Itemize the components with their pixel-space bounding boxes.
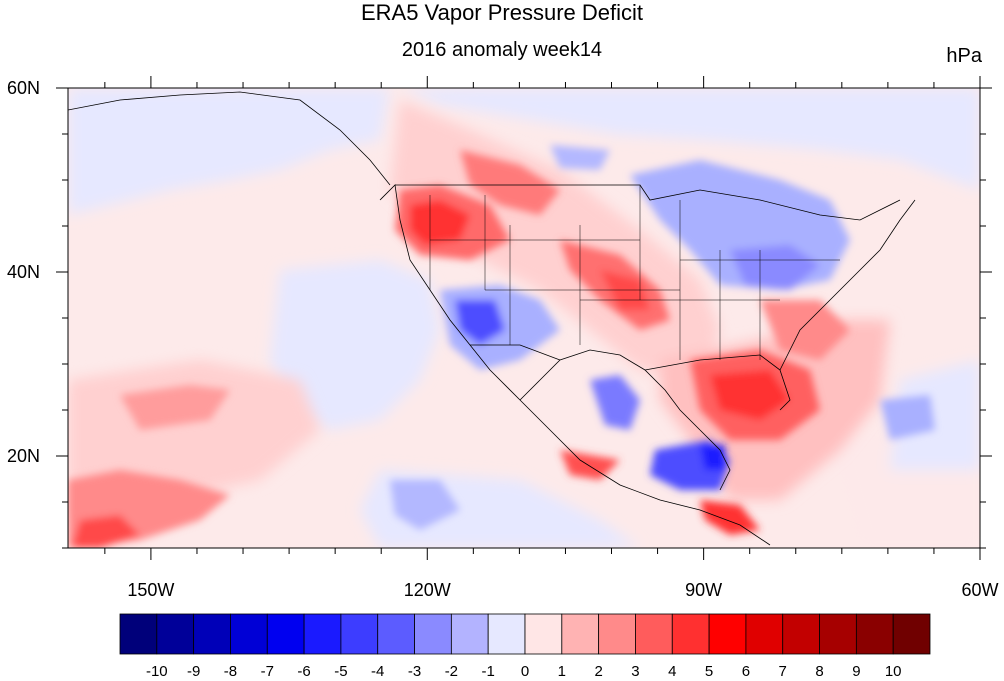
lon-tick-label: 60W bbox=[961, 580, 998, 600]
colorbar-label: -7 bbox=[261, 663, 274, 680]
colorbar-swatch bbox=[598, 613, 636, 655]
lon-tick-label: 120W bbox=[404, 580, 451, 600]
colorbar-swatch bbox=[855, 613, 894, 655]
axis-ticks bbox=[56, 76, 992, 560]
colorbar-swatch bbox=[450, 613, 489, 655]
colorbar-label: -6 bbox=[297, 663, 310, 680]
colorbar-swatch bbox=[377, 613, 415, 655]
lon-tick-label: 150W bbox=[127, 580, 174, 600]
colorbar-label: -9 bbox=[187, 663, 200, 680]
colorbar-label: -8 bbox=[224, 663, 237, 680]
lon-tick-label: 90W bbox=[685, 580, 722, 600]
lat-tick-label: 60N bbox=[7, 78, 40, 98]
colorbar-swatch bbox=[782, 613, 820, 655]
colorbar-label: 3 bbox=[631, 663, 639, 680]
colorbar-swatch bbox=[230, 613, 268, 655]
colorbar-swatch bbox=[414, 613, 452, 655]
colorbar-swatch bbox=[303, 613, 342, 655]
colorbar-swatch bbox=[193, 613, 231, 655]
colorbar-label: 9 bbox=[852, 663, 860, 680]
lat-tick-label: 40N bbox=[7, 262, 40, 282]
colorbar-label: 0 bbox=[521, 663, 529, 680]
colorbar-label: 4 bbox=[668, 663, 676, 680]
colorbar-label: 6 bbox=[742, 663, 750, 680]
colorbar-label: 8 bbox=[815, 663, 823, 680]
colorbar-swatch bbox=[524, 613, 563, 655]
colorbar-swatch bbox=[487, 613, 526, 655]
colorbar-swatch bbox=[340, 613, 379, 655]
lat-tick-label: 20N bbox=[7, 446, 40, 466]
colorbar-swatch bbox=[745, 613, 784, 655]
colorbar-swatch bbox=[708, 613, 747, 655]
colorbar-swatch bbox=[266, 613, 305, 655]
colorbar-label: 10 bbox=[885, 663, 902, 680]
colorbar-label: 5 bbox=[705, 663, 713, 680]
colorbar: -10 -9 -8 -7 -6 -5 -4 -3 -2 -1 0 1 2 3 4 5 6 7 8 9 10 bbox=[119, 613, 931, 680]
colorbar-swatch bbox=[119, 613, 158, 655]
colorbar-label: -10 bbox=[146, 663, 168, 680]
colorbar-label: -5 bbox=[334, 663, 347, 680]
colorbar-swatch bbox=[892, 613, 931, 655]
colorbar-label: 2 bbox=[594, 663, 602, 680]
colorbar-swatch bbox=[156, 613, 195, 655]
colorbar-label: -3 bbox=[408, 663, 421, 680]
colorbar-label: 7 bbox=[779, 663, 787, 680]
colorbar-label: 1 bbox=[558, 663, 566, 680]
colorbar-label: -2 bbox=[445, 663, 458, 680]
colorbar-swatch bbox=[635, 613, 673, 655]
colorbar-swatch bbox=[561, 613, 600, 655]
chart-title: ERA5 Vapor Pressure Deficit bbox=[360, 0, 644, 25]
axis-tick-labels: 150W 120W 90W 60W 60N 40N 20N bbox=[7, 78, 999, 600]
chart-subtitle: 2016 anomaly week14 bbox=[401, 39, 603, 61]
colorbar-swatch bbox=[671, 613, 710, 655]
colorbar-label: -1 bbox=[482, 663, 495, 680]
colorbar-label: -4 bbox=[371, 663, 384, 680]
anomaly-field bbox=[68, 88, 980, 548]
units-label: hPa bbox=[946, 45, 982, 67]
colorbar-swatch bbox=[819, 613, 857, 655]
